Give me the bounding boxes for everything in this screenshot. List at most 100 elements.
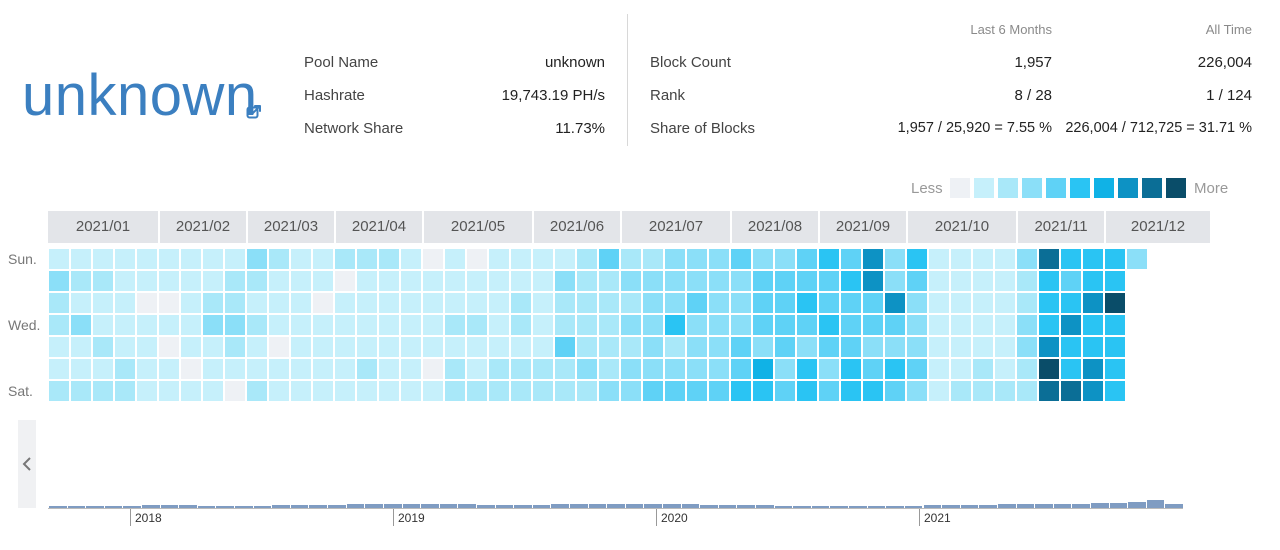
heatmap-day-cell[interactable]	[929, 293, 949, 313]
heatmap-day-cell[interactable]	[621, 337, 641, 357]
heatmap-day-cell[interactable]	[1083, 271, 1103, 291]
heatmap-day-cell[interactable]	[555, 359, 575, 379]
heatmap-day-cell[interactable]	[951, 359, 971, 379]
heatmap-day-cell[interactable]	[49, 381, 69, 401]
heatmap-day-cell[interactable]	[929, 381, 949, 401]
heatmap-day-cell[interactable]	[159, 315, 179, 335]
heatmap-day-cell[interactable]	[379, 293, 399, 313]
heatmap-day-cell[interactable]	[973, 271, 993, 291]
heatmap-day-cell[interactable]	[225, 359, 245, 379]
heatmap-day-cell[interactable]	[71, 249, 91, 269]
heatmap-day-cell[interactable]	[71, 337, 91, 357]
heatmap-day-cell[interactable]	[533, 359, 553, 379]
heatmap-day-cell[interactable]	[291, 381, 311, 401]
heatmap-day-cell[interactable]	[269, 293, 289, 313]
heatmap-day-cell[interactable]	[71, 381, 91, 401]
heatmap-day-cell[interactable]	[863, 271, 883, 291]
heatmap-day-cell[interactable]	[555, 315, 575, 335]
heatmap-day-cell[interactable]	[907, 315, 927, 335]
heatmap-day-cell[interactable]	[841, 315, 861, 335]
heatmap-day-cell[interactable]	[423, 337, 443, 357]
heatmap-day-cell[interactable]	[995, 359, 1015, 379]
heatmap-day-cell[interactable]	[357, 359, 377, 379]
heatmap-day-cell[interactable]	[555, 293, 575, 313]
heatmap-day-cell[interactable]	[1061, 271, 1081, 291]
heatmap-day-cell[interactable]	[775, 271, 795, 291]
heatmap-day-cell[interactable]	[665, 359, 685, 379]
heatmap-day-cell[interactable]	[621, 359, 641, 379]
heatmap-day-cell[interactable]	[423, 271, 443, 291]
heatmap-day-cell[interactable]	[93, 359, 113, 379]
heatmap-day-cell[interactable]	[1105, 271, 1125, 291]
heatmap-day-cell[interactable]	[511, 315, 531, 335]
heatmap-day-cell[interactable]	[247, 249, 267, 269]
heatmap-day-cell[interactable]	[731, 337, 751, 357]
heatmap-day-cell[interactable]	[555, 271, 575, 291]
heatmap-day-cell[interactable]	[225, 315, 245, 335]
heatmap-day-cell[interactable]	[137, 293, 157, 313]
heatmap-day-cell[interactable]	[1061, 381, 1081, 401]
heatmap-day-cell[interactable]	[775, 315, 795, 335]
heatmap-day-cell[interactable]	[445, 315, 465, 335]
heatmap-day-cell[interactable]	[775, 381, 795, 401]
heatmap-day-cell[interactable]	[423, 249, 443, 269]
heatmap-day-cell[interactable]	[951, 293, 971, 313]
heatmap-day-cell[interactable]	[49, 293, 69, 313]
heatmap-day-cell[interactable]	[181, 381, 201, 401]
heatmap-day-cell[interactable]	[665, 293, 685, 313]
heatmap-day-cell[interactable]	[929, 337, 949, 357]
heatmap-day-cell[interactable]	[93, 293, 113, 313]
heatmap-day-cell[interactable]	[863, 381, 883, 401]
heatmap-day-cell[interactable]	[775, 249, 795, 269]
heatmap-day-cell[interactable]	[313, 337, 333, 357]
heatmap-day-cell[interactable]	[885, 359, 905, 379]
heatmap-day-cell[interactable]	[533, 249, 553, 269]
heatmap-day-cell[interactable]	[643, 315, 663, 335]
heatmap-day-cell[interactable]	[797, 381, 817, 401]
heatmap-day-cell[interactable]	[93, 271, 113, 291]
heatmap-day-cell[interactable]	[71, 293, 91, 313]
heatmap-day-cell[interactable]	[1083, 381, 1103, 401]
heatmap-day-cell[interactable]	[247, 337, 267, 357]
heatmap-day-cell[interactable]	[467, 315, 487, 335]
heatmap-day-cell[interactable]	[1017, 337, 1037, 357]
heatmap-day-cell[interactable]	[269, 381, 289, 401]
heatmap-day-cell[interactable]	[203, 315, 223, 335]
heatmap-day-cell[interactable]	[863, 359, 883, 379]
heatmap-day-cell[interactable]	[929, 249, 949, 269]
heatmap-day-cell[interactable]	[577, 249, 597, 269]
heatmap-day-cell[interactable]	[995, 293, 1015, 313]
heatmap-day-cell[interactable]	[225, 381, 245, 401]
heatmap-day-cell[interactable]	[819, 337, 839, 357]
heatmap-day-cell[interactable]	[841, 337, 861, 357]
heatmap-day-cell[interactable]	[357, 315, 377, 335]
heatmap-day-cell[interactable]	[1105, 315, 1125, 335]
heatmap-day-cell[interactable]	[49, 359, 69, 379]
heatmap-day-cell[interactable]	[379, 249, 399, 269]
heatmap-day-cell[interactable]	[599, 381, 619, 401]
heatmap-day-cell[interactable]	[93, 337, 113, 357]
heatmap-day-cell[interactable]	[489, 381, 509, 401]
heatmap-day-cell[interactable]	[621, 293, 641, 313]
heatmap-day-cell[interactable]	[401, 337, 421, 357]
heatmap-day-cell[interactable]	[93, 381, 113, 401]
heatmap-day-cell[interactable]	[291, 337, 311, 357]
heatmap-day-cell[interactable]	[973, 249, 993, 269]
heatmap-day-cell[interactable]	[1105, 359, 1125, 379]
heatmap-day-cell[interactable]	[973, 359, 993, 379]
heatmap-day-cell[interactable]	[885, 315, 905, 335]
heatmap-day-cell[interactable]	[1039, 315, 1059, 335]
heatmap-day-cell[interactable]	[731, 359, 751, 379]
heatmap-day-cell[interactable]	[1017, 293, 1037, 313]
heatmap-day-cell[interactable]	[995, 381, 1015, 401]
heatmap-day-cell[interactable]	[137, 359, 157, 379]
heatmap-day-cell[interactable]	[291, 315, 311, 335]
heatmap-day-cell[interactable]	[137, 381, 157, 401]
heatmap-day-cell[interactable]	[533, 315, 553, 335]
heatmap-day-cell[interactable]	[1083, 293, 1103, 313]
heatmap-day-cell[interactable]	[1017, 315, 1037, 335]
heatmap-day-cell[interactable]	[159, 381, 179, 401]
heatmap-day-cell[interactable]	[137, 271, 157, 291]
heatmap-day-cell[interactable]	[555, 249, 575, 269]
heatmap-day-cell[interactable]	[159, 271, 179, 291]
